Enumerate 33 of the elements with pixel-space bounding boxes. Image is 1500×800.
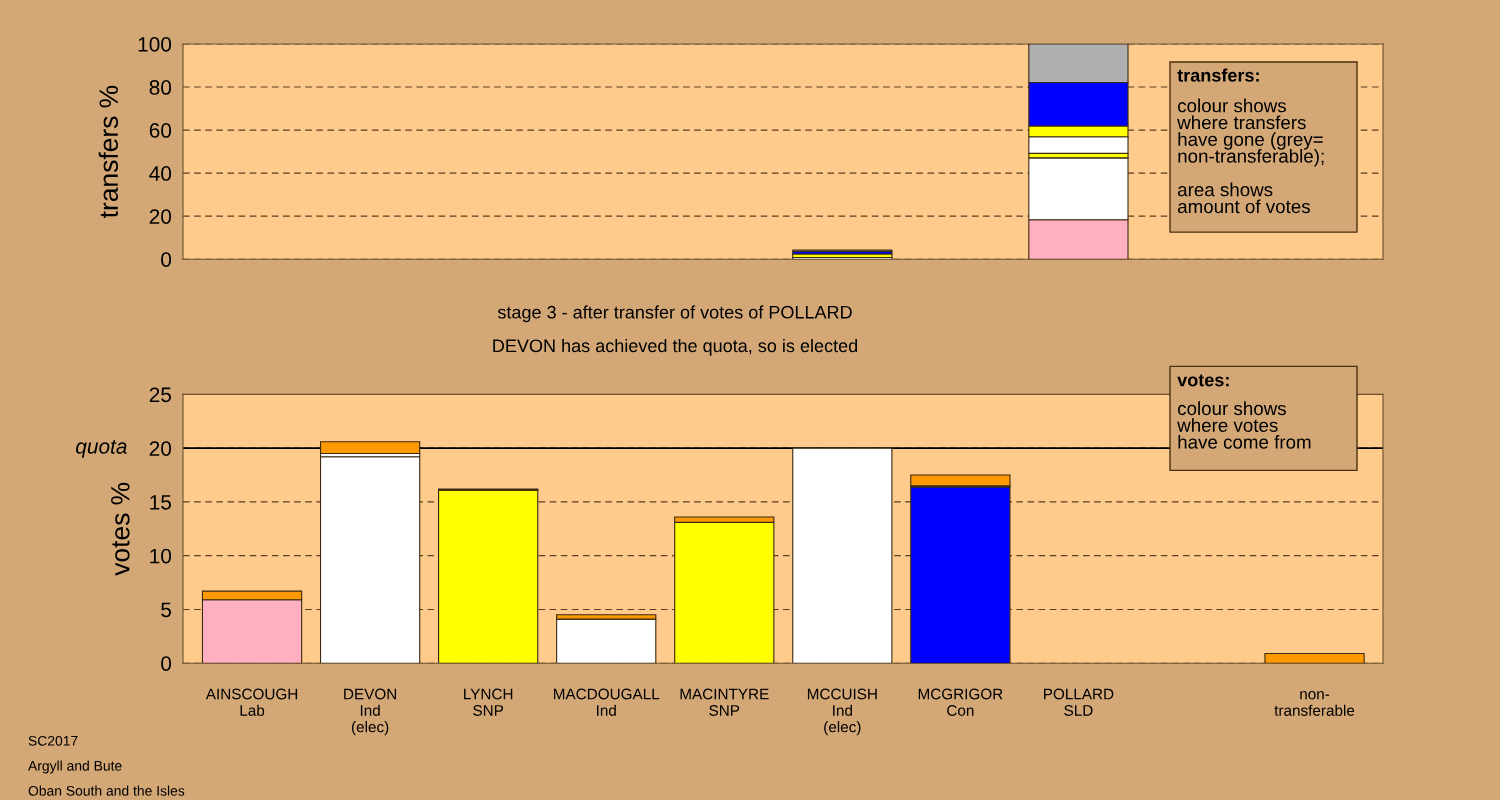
y-tick-label: 100 [138,37,172,52]
y-tick-label: 5 [161,602,172,618]
y-tick-label: 80 [149,80,172,95]
y-tick-label: 60 [149,123,172,138]
x-tick-label: DEVON Ind (elec) [344,688,397,736]
ref-line-label: quota [76,440,127,458]
x-tick-label: MCGRIGOR Con [918,688,1003,716]
y-tick-label: 20 [149,441,172,456]
y-tick-label: 15 [150,495,172,510]
text: SC2017 [28,735,78,746]
x-tick-label: AINSCOUGH Lab [205,688,298,716]
y-tick-label: 40 [149,166,172,181]
annotation: transfers: [1177,68,1259,82]
x-tick-label: MACDOUGALL Ind [553,688,660,716]
y-tick-label: 25 [149,387,172,403]
y-tick-label: 10 [150,548,172,564]
x-tick-label: POLLARD SLD [1044,688,1114,716]
x-tick-label: non- transferable [1274,691,1355,716]
text: Oban South and the Isles [28,785,185,796]
chart-title: stage 3 - after transfer of votes of POLLARD [497,305,852,323]
y-axis-title: votes % [111,482,130,576]
y-tick-label: 20 [149,209,172,224]
annotation: colour shows where transfers have gone (grey= non-transferable); area shows amount of votes [1177,98,1324,214]
text: Argyll and Bute [28,760,122,774]
annotation: colour shows where votes have come from [1177,401,1311,449]
y-tick-label: 0 [161,656,172,671]
text: votes: [1177,374,1229,387]
x-tick-label: MCCUISH Ind (elec) [807,688,877,736]
y-axis-title: transfers % [98,85,119,218]
x-tick-label: LYNCH SNP [464,688,513,716]
chart-subtitle: DEVON has achieved the quota, so is elected [493,338,858,356]
y-tick-label: 0 [161,252,172,267]
x-tick-label: MACINTYRE SNP [680,688,769,716]
